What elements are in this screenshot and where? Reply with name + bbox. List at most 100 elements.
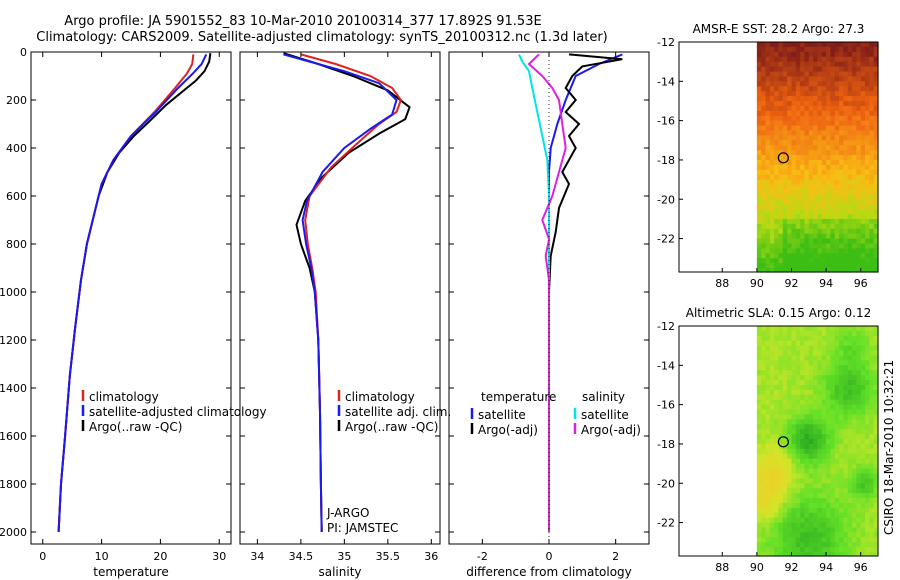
sla_map-cell (800, 434, 806, 440)
sla_map-cell (817, 463, 823, 470)
sst_map-cell (865, 263, 870, 269)
sst_map-cell (795, 228, 801, 235)
sla_map-cell (860, 473, 866, 479)
sst_map-cell (791, 169, 797, 176)
sst_map-cell (839, 51, 844, 58)
sla_map-cell (813, 375, 819, 381)
sla_map-cell (795, 399, 801, 406)
sst_map-cell (843, 199, 849, 205)
sla_map-cell (869, 502, 875, 509)
sst_map-cell (782, 91, 788, 97)
sla_map-cell (800, 414, 806, 420)
sst_map-cell (852, 268, 857, 273)
sla_map-cell (847, 350, 853, 357)
sla_map-cell (804, 414, 810, 420)
sst_map-cell (817, 228, 823, 235)
sst_map-cell (843, 263, 849, 269)
sla_map-cell (834, 532, 840, 538)
sla_map-cell (860, 468, 866, 475)
sst_map-cell (852, 115, 857, 122)
sst_map-cell (791, 150, 797, 156)
sla_map-cell (791, 330, 797, 337)
sla_map-cell (860, 493, 866, 499)
sla_map-cell (808, 384, 814, 391)
sst_map-cell (826, 81, 832, 87)
sla_map-cell (839, 478, 844, 484)
sst_map-cell (817, 164, 823, 171)
sla_map-cell (795, 532, 801, 538)
sst_map-cell (778, 174, 784, 181)
sst_map-cell (821, 159, 827, 166)
sst_map-cell (821, 100, 827, 107)
sla_map-cell (860, 389, 866, 396)
sla_map-cell (852, 350, 857, 357)
sla_map-cell (839, 389, 844, 396)
sst_map-cell (778, 42, 784, 48)
sst_map-cell (834, 218, 840, 225)
sla_map-cell (821, 326, 827, 332)
sla_map-cell (873, 502, 879, 509)
sst_map-cell (834, 61, 840, 68)
sst_map-cell (813, 169, 819, 176)
sst_map-cell (765, 115, 771, 122)
sla_map-cell (821, 453, 827, 460)
sla_map-cell (774, 404, 780, 411)
sst_map-cell (843, 179, 849, 186)
sst_map-cell (839, 189, 844, 195)
sst_map-cell (787, 42, 793, 48)
sla_map-cell (795, 326, 801, 332)
sst_map-cell (813, 253, 819, 259)
sla_map-cell (808, 453, 814, 460)
sla_map-cell (873, 527, 879, 534)
sla_map-cell (791, 512, 797, 519)
sst_map-cell (873, 42, 879, 48)
sla_map-cell (774, 552, 780, 557)
sla_map-cell (800, 439, 806, 445)
sst_map-cell (847, 56, 853, 63)
sla_map-cell (761, 394, 767, 401)
sst_map-cell (843, 184, 849, 191)
sst_map-cell (873, 76, 879, 82)
sst_map-cell (873, 110, 879, 117)
sst_map-cell (821, 61, 827, 68)
sst_map-cell (756, 76, 762, 82)
sst_map-y-tick-label: -14 (657, 75, 675, 88)
sla_map-cell (782, 375, 788, 381)
sst_map-cell (856, 263, 862, 269)
sla_map-cell (852, 355, 857, 361)
sla_map-cell (761, 483, 767, 489)
sst_map-cell (756, 100, 762, 107)
sla_map-cell (856, 512, 862, 519)
sla_map-cell (826, 434, 832, 440)
sla_map-cell (847, 330, 853, 337)
sla_map-cell (774, 409, 780, 416)
sla_map-cell (860, 434, 866, 440)
sla_map-cell (761, 340, 767, 347)
sst_map-cell (834, 199, 840, 205)
sla_map-cell (808, 404, 814, 411)
sst_map-cell (791, 81, 797, 87)
sla_map-cell (761, 350, 767, 357)
sst_map-cell (769, 204, 775, 210)
sla_map-cell (800, 507, 806, 514)
sla_map-cell (769, 326, 775, 332)
sla_map-cell (756, 330, 762, 337)
sst_map-cell (774, 42, 780, 48)
sla_map-cell (852, 448, 857, 455)
sst_map-cell (769, 51, 775, 58)
sla_map-cell (860, 355, 866, 361)
sla_map-cell (765, 394, 771, 401)
sla_map-cell (808, 365, 814, 371)
sla_map-cell (765, 360, 771, 366)
sla_map-cell (769, 517, 775, 524)
sst_map-cell (817, 100, 823, 107)
sst_map-cell (791, 228, 797, 235)
sst_map-cell (769, 66, 775, 73)
sst_map-cell (804, 125, 810, 132)
sla_map-cell (843, 483, 849, 489)
sla_map-cell (791, 429, 797, 435)
sst_map-cell (834, 223, 840, 230)
sst_map-cell (839, 204, 844, 210)
sla_map-cell (869, 498, 875, 504)
sst_map-cell (765, 130, 771, 136)
